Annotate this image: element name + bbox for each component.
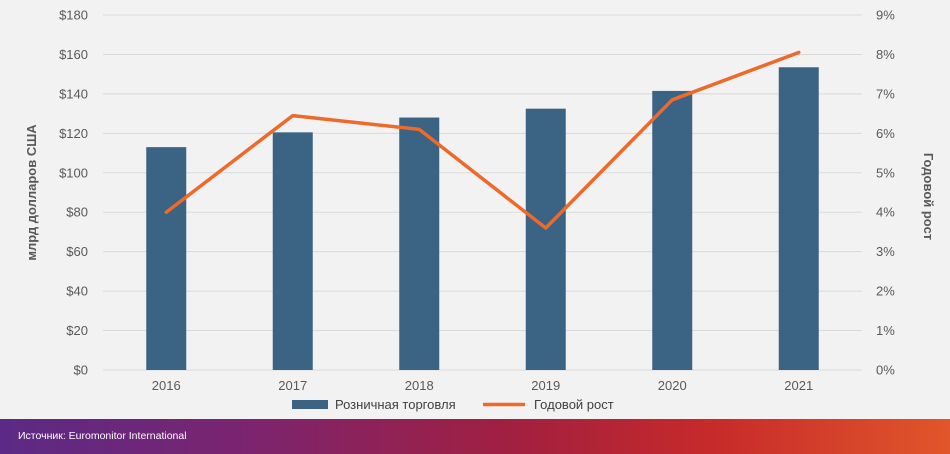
y2-tick-label: 4% [876,205,895,220]
y-tick-label: $40 [66,284,88,299]
bar [146,147,187,370]
y2-tick-label: 6% [876,126,895,141]
y-tick-label: $60 [66,244,88,259]
legend-label-line: Годовой рост [534,397,614,412]
y2-axis-title: Годовой рост [921,153,936,240]
y-tick-label: $80 [66,205,88,220]
y-axis-title: млрд долларов США [24,124,39,261]
y2-tick-label: 5% [876,165,895,180]
bar [399,117,440,370]
x-tick-label: 2021 [784,378,813,393]
y2-tick-label: 0% [876,363,895,378]
y2-tick-label: 8% [876,47,895,62]
x-tick-label: 2018 [405,378,434,393]
y-tick-label: $100 [59,165,88,180]
x-tick-label: 2016 [152,378,181,393]
source-text: Источник: Euromonitor International [18,430,187,442]
x-tick-label: 2020 [658,378,687,393]
legend-swatch-bar [292,400,328,409]
legend-label-bar: Розничная торговля [335,397,456,412]
y-tick-label: $160 [59,47,88,62]
y2-tick-label: 7% [876,86,895,101]
growth-line [164,50,801,230]
y2-tick-label: 1% [876,323,895,338]
y2-tick-label: 2% [876,284,895,299]
x-tick-label: 2017 [278,378,307,393]
bar [272,132,313,370]
y-tick-label: $180 [59,8,88,23]
y-tick-label: $140 [59,86,88,101]
y2-tick-label: 3% [876,244,895,259]
source-footer: Источник: Euromonitor International [0,419,950,454]
bar [525,108,566,371]
y-tick-label: $20 [66,323,88,338]
y-tick-label: $0 [74,363,88,378]
y-tick-label: $120 [59,126,88,141]
bar [652,90,693,371]
bar [778,67,819,370]
x-tick-label: 2019 [531,378,560,393]
y2-tick-label: 9% [876,8,895,23]
chart: $0 $20 $40 $60 $80 $100 $120 $140 $160 $180 0% 1% 2%… [24,8,936,413]
